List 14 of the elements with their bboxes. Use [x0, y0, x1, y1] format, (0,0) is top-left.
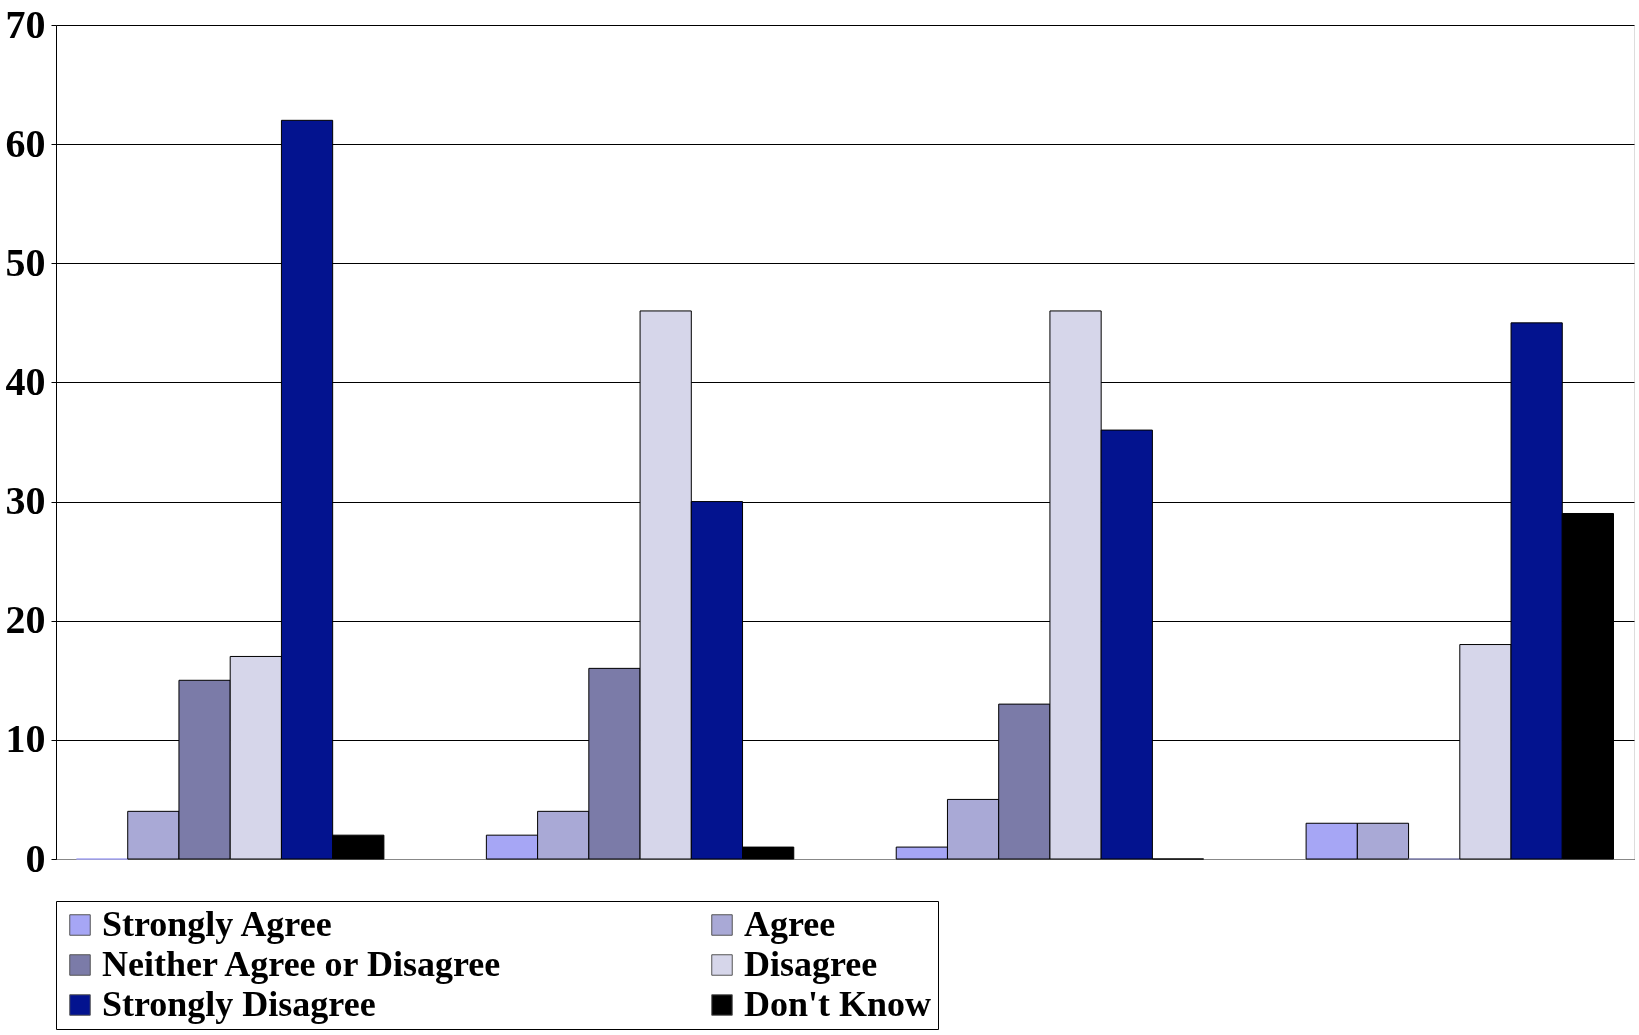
y-tick-label: 50	[5, 239, 46, 285]
y-tick-label: 10	[5, 716, 46, 762]
legend-label: Strongly Disagree	[102, 984, 376, 1024]
legend-label: Don't Know	[744, 984, 932, 1024]
y-tick-label: 0	[25, 835, 46, 881]
legend-label: Strongly Agree	[102, 904, 332, 944]
y-tick-label: 40	[5, 358, 46, 404]
y-tick-label: 60	[5, 120, 46, 166]
legend-label: Agree	[744, 904, 836, 944]
legend-label: Neither Agree or Disagree	[102, 944, 501, 984]
y-tick-label: 20	[5, 597, 46, 643]
y-tick-label: 70	[5, 1, 46, 47]
legend-label: Disagree	[744, 944, 878, 984]
y-tick-label: 30	[5, 478, 46, 524]
